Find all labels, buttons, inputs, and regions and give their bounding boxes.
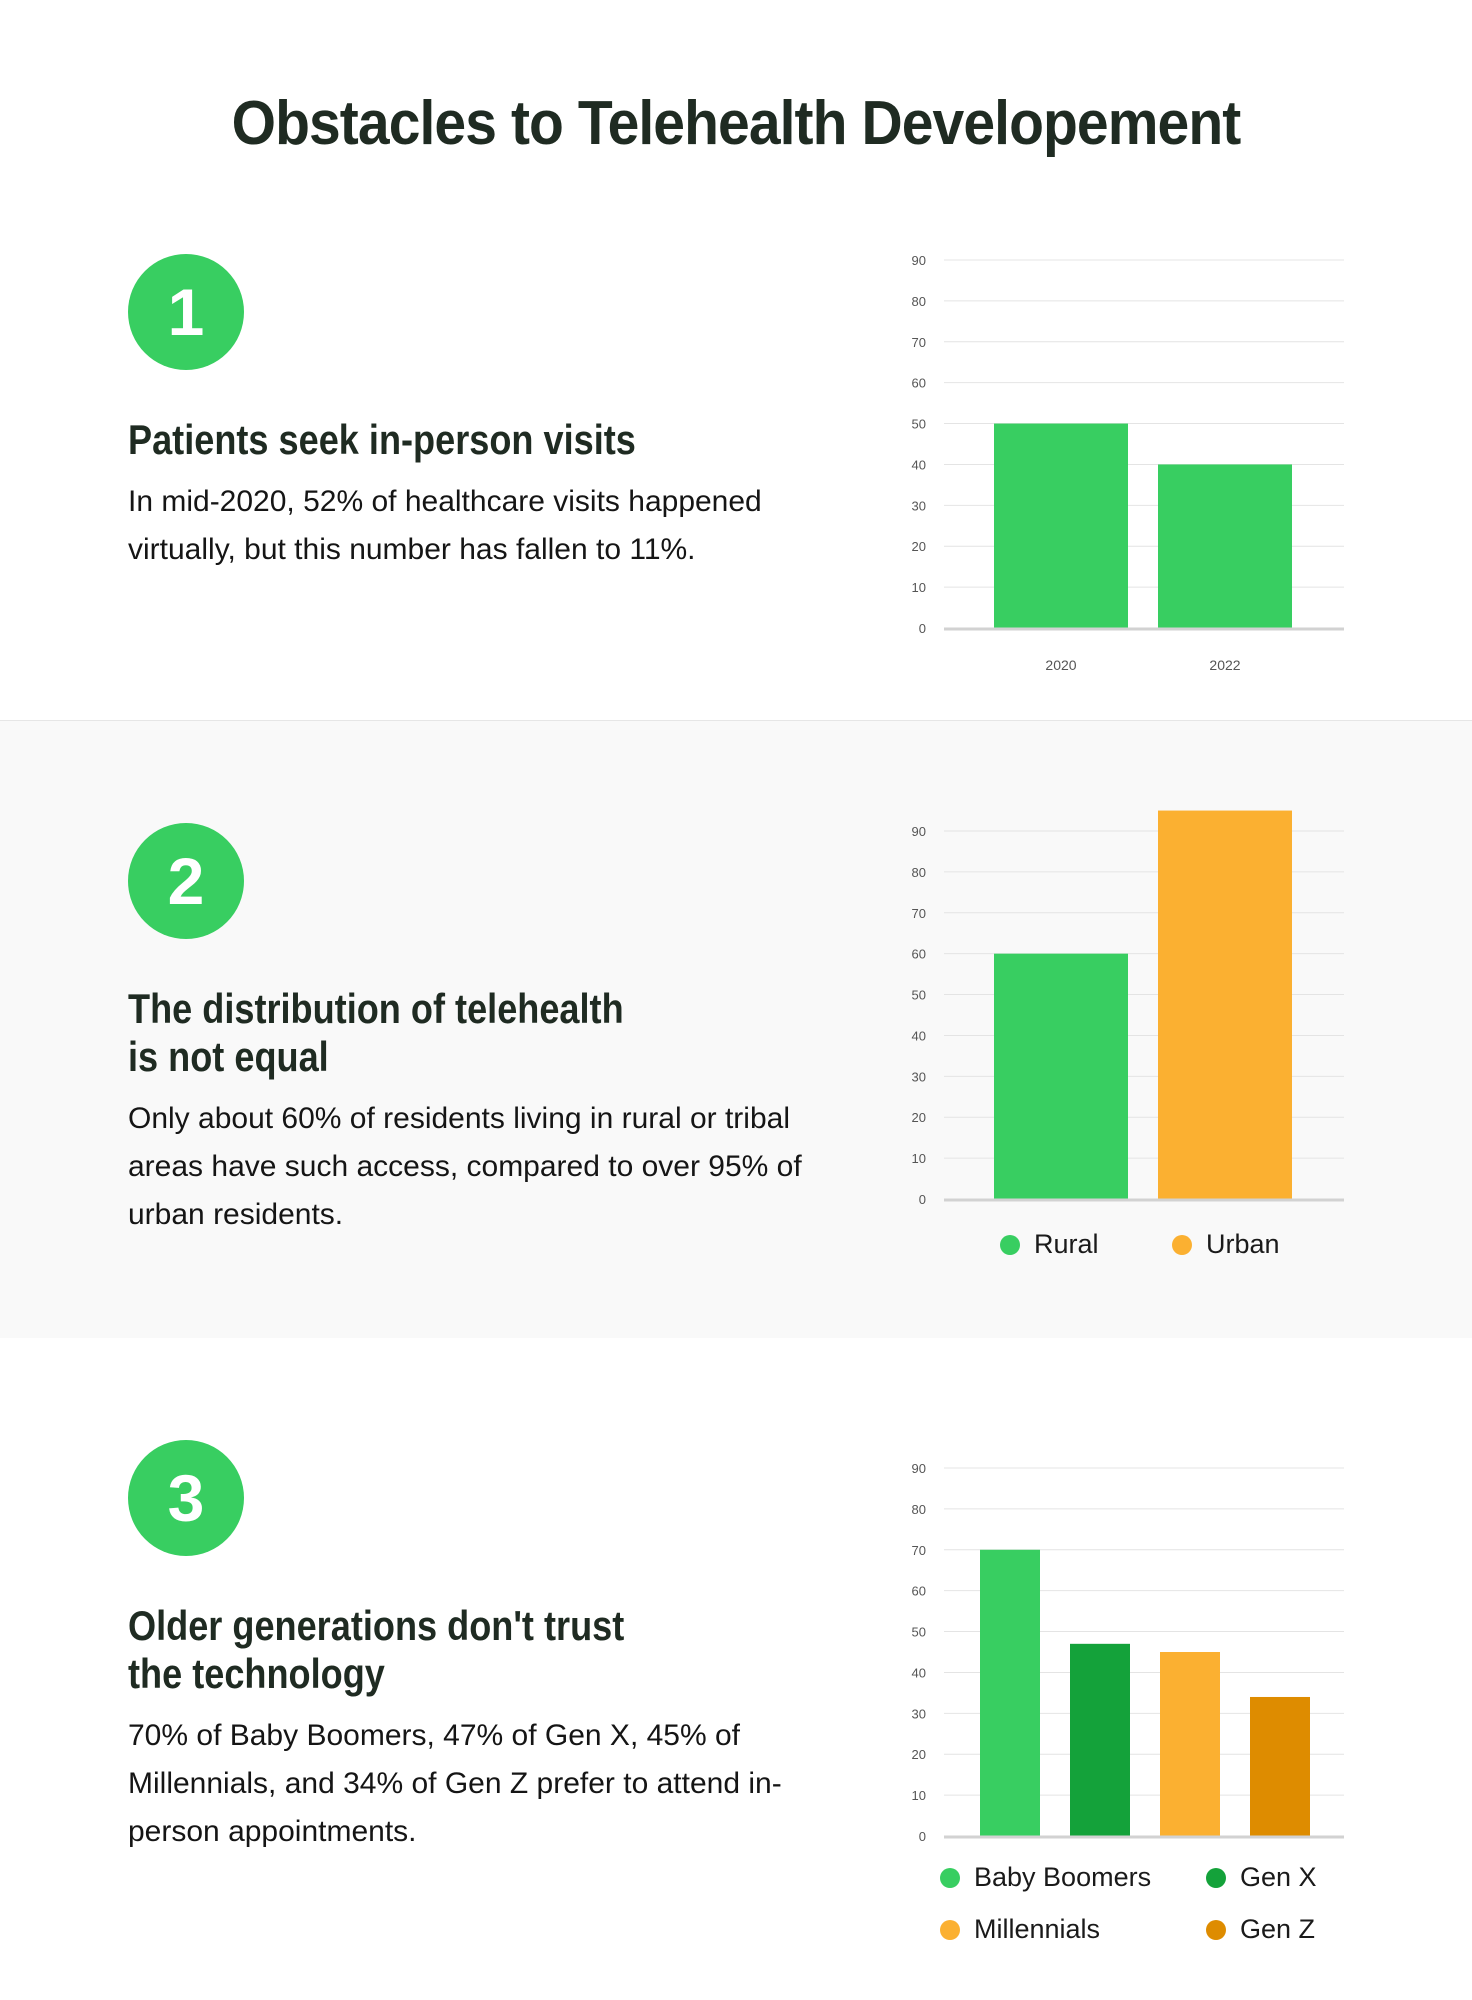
y-tick-label: 70 bbox=[912, 1543, 926, 1558]
step-number-badge: 3 bbox=[128, 1440, 244, 1556]
bar-chart-access: 0 10 20 30 40 50 60 70 80 90 Rural Urban bbox=[890, 747, 1360, 1337]
y-tick-label: 50 bbox=[912, 417, 926, 432]
legend-item: Gen Z bbox=[1206, 1914, 1315, 1945]
legend-label: Millennials bbox=[974, 1914, 1101, 1944]
bar-rural bbox=[994, 953, 1128, 1199]
bar-2022 bbox=[1158, 464, 1292, 628]
y-tick-label: 10 bbox=[912, 1151, 926, 1166]
y-tick-label: 50 bbox=[912, 1625, 926, 1640]
y-tick-label: 90 bbox=[912, 1461, 926, 1476]
legend-label: Gen Z bbox=[1240, 1914, 1316, 1944]
legend-dot bbox=[1206, 1867, 1226, 1888]
legend-dot bbox=[1172, 1234, 1192, 1255]
y-tick-label: 80 bbox=[912, 865, 926, 880]
legend-item: Baby Boomers bbox=[940, 1862, 1151, 1893]
section-1: 1 Patients seek in-person visits In mid-… bbox=[0, 220, 1472, 720]
y-tick-label: 20 bbox=[912, 539, 926, 554]
y-tick-label: 80 bbox=[912, 294, 926, 309]
y-tick-label: 0 bbox=[919, 621, 926, 636]
y-tick-label: 60 bbox=[912, 1584, 926, 1599]
bar-urban bbox=[1158, 810, 1292, 1199]
y-tick-label: 90 bbox=[912, 253, 926, 268]
bar-chart-generations: 0 10 20 30 40 50 60 70 80 90 Baby Boomers Gen X Mill… bbox=[890, 1448, 1360, 1998]
y-tick-label: 0 bbox=[919, 1829, 926, 1844]
y-tick-label: 40 bbox=[912, 1665, 926, 1680]
chart-canvas: 0 10 20 30 40 50 60 70 80 90 bbox=[912, 1461, 1344, 1844]
bar-2020 bbox=[994, 423, 1128, 628]
y-tick-label: 10 bbox=[912, 1788, 926, 1803]
step-number-badge: 2 bbox=[128, 823, 244, 939]
y-tick-label: 40 bbox=[912, 457, 926, 472]
y-tick-label: 60 bbox=[912, 376, 926, 391]
chart-canvas: 0 10 20 30 40 50 60 70 80 90 2020 2022 bbox=[912, 253, 1344, 673]
chart-canvas: 0 10 20 30 40 50 60 70 80 90 bbox=[912, 810, 1344, 1207]
bar-chart-visits: 0 10 20 30 40 50 60 70 80 90 2020 2022 bbox=[890, 230, 1360, 700]
legend-label: Rural bbox=[1034, 1229, 1099, 1259]
legend-label: Urban bbox=[1206, 1229, 1280, 1259]
section-description: In mid-2020, 52% of healthcare visits ha… bbox=[128, 485, 762, 566]
y-tick-label: 70 bbox=[912, 906, 926, 921]
y-tick-label: 90 bbox=[912, 824, 926, 839]
y-tick-label: 50 bbox=[912, 988, 926, 1003]
legend-dot bbox=[1000, 1234, 1020, 1255]
legend-item: Millennials bbox=[940, 1914, 1100, 1945]
section-heading: Older generations don't trust the techno… bbox=[128, 1602, 661, 1698]
legend-label: Gen X bbox=[1240, 1862, 1317, 1892]
bar-millennials bbox=[1160, 1652, 1220, 1836]
section-description: 70% of Baby Boomers, 47% of Gen X, 45% o… bbox=[128, 1719, 782, 1848]
bar-gen-z bbox=[1250, 1696, 1310, 1836]
y-tick-label: 20 bbox=[912, 1110, 926, 1125]
section-2: 2 The distribution of telehealth is not … bbox=[0, 720, 1472, 1339]
section-heading-line: Older generations don't trust bbox=[128, 1602, 625, 1649]
bar-baby-boomers bbox=[980, 1549, 1040, 1836]
section-heading-line: The distribution of telehealth bbox=[128, 985, 624, 1032]
y-tick-label: 70 bbox=[912, 335, 926, 350]
legend-dot bbox=[940, 1867, 960, 1888]
y-tick-label: 30 bbox=[912, 1069, 926, 1084]
y-tick-label: 0 bbox=[919, 1192, 926, 1207]
y-tick-label: 40 bbox=[912, 1028, 926, 1043]
legend-dot bbox=[1206, 1919, 1226, 1940]
section-heading-line: the technology bbox=[128, 1650, 385, 1697]
x-tick-label: 2022 bbox=[1209, 657, 1240, 673]
bar-gen-x bbox=[1070, 1643, 1130, 1836]
legend-item: Rural bbox=[1000, 1229, 1099, 1260]
y-tick-label: 10 bbox=[912, 580, 926, 595]
step-number-badge: 1 bbox=[128, 254, 244, 370]
y-tick-label: 30 bbox=[912, 498, 926, 513]
legend-item: Urban bbox=[1172, 1229, 1280, 1260]
section-heading: Patients seek in-person visits bbox=[128, 416, 636, 463]
legend-label: Baby Boomers bbox=[974, 1862, 1152, 1892]
legend-dot bbox=[940, 1919, 960, 1940]
y-tick-label: 30 bbox=[912, 1706, 926, 1721]
section-3: 3 Older generations don't trust the tech… bbox=[0, 1338, 1472, 2000]
page-title: Obstacles to Telehealth Developement bbox=[231, 89, 1242, 158]
section-heading: The distribution of telehealth is not eq… bbox=[128, 985, 661, 1081]
section-description: Only about 60% of residents living in ru… bbox=[128, 1102, 802, 1231]
y-tick-label: 80 bbox=[912, 1502, 926, 1517]
legend-item: Gen X bbox=[1206, 1862, 1317, 1893]
x-tick-label: 2020 bbox=[1045, 657, 1076, 673]
section-heading-line: is not equal bbox=[128, 1033, 329, 1080]
y-tick-label: 60 bbox=[912, 947, 926, 962]
y-tick-label: 20 bbox=[912, 1747, 926, 1762]
